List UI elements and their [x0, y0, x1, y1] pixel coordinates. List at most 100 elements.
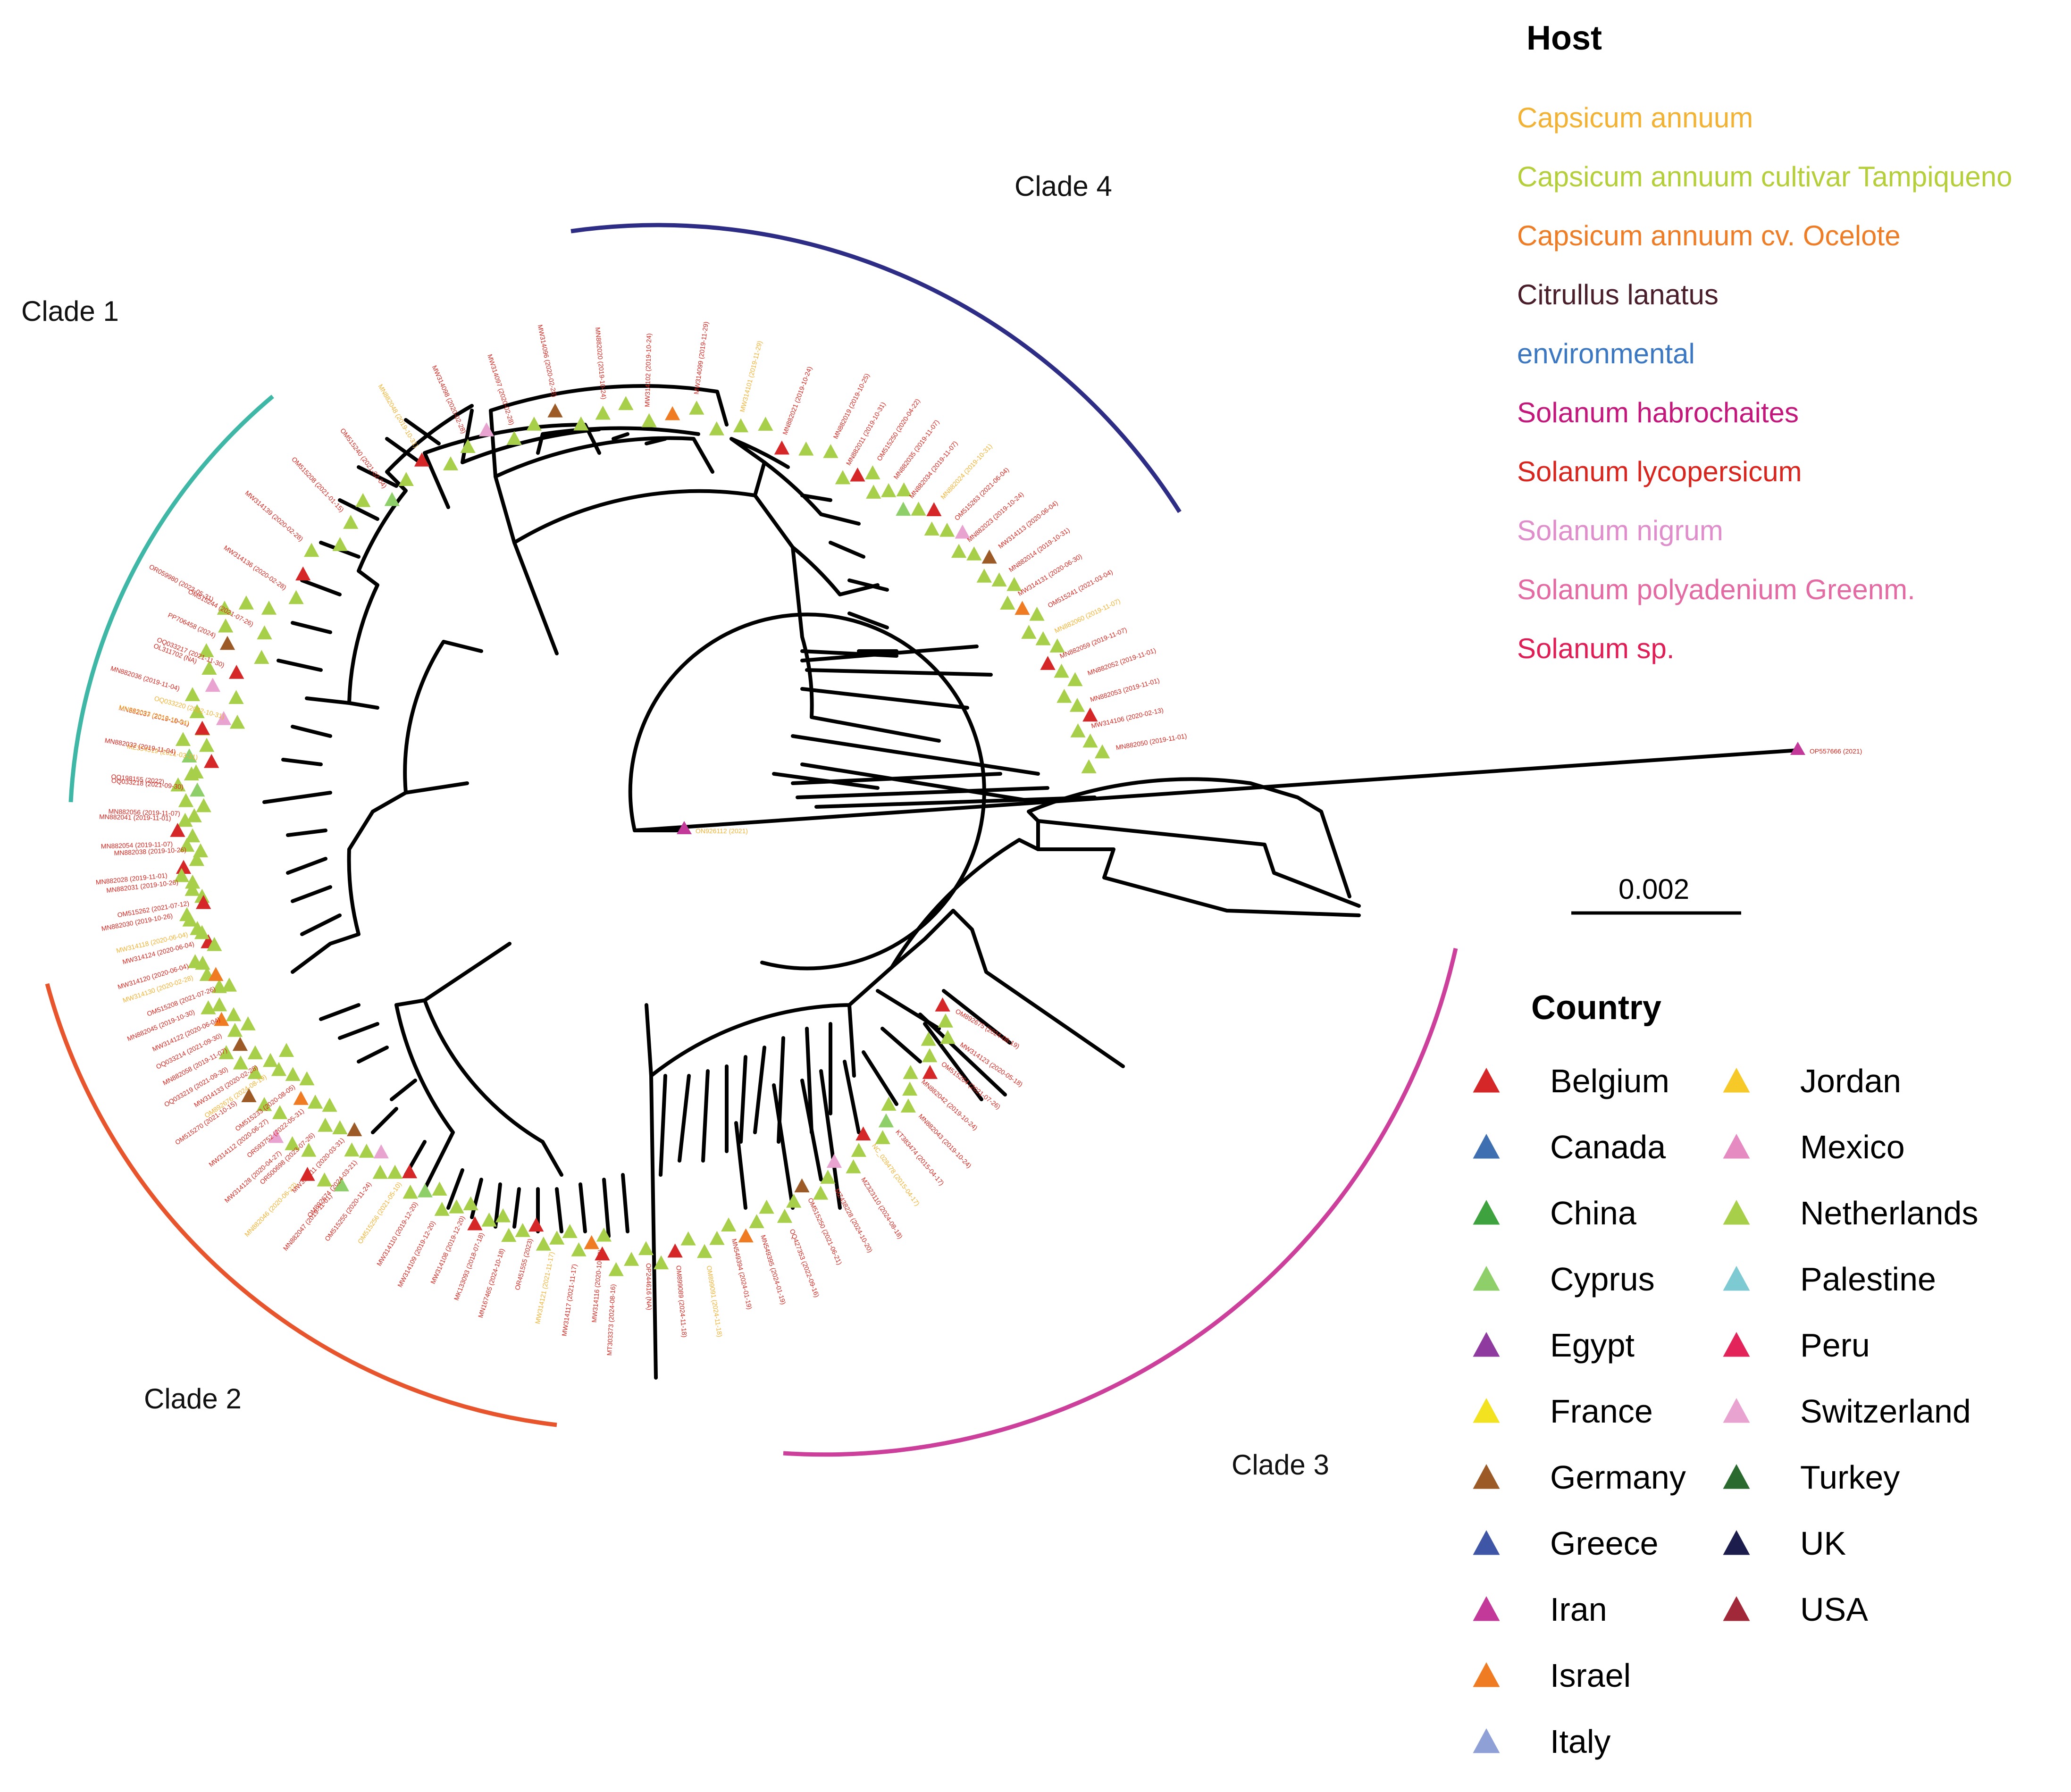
leaf-label: MN882060 (2019-11-07): [1053, 597, 1122, 635]
tip-marker: [1069, 698, 1085, 712]
tip-marker: [402, 1184, 418, 1199]
tip-marker: [1082, 733, 1098, 748]
leaf-label: OM515270 (2021-10-15): [174, 1099, 238, 1146]
tip-marker: [216, 711, 232, 725]
tip-marker: [467, 1216, 483, 1231]
leaf-label: MZ438228 (2024-10-20): [833, 1187, 874, 1254]
tip-marker: [922, 1065, 938, 1079]
tip-marker: [233, 1055, 249, 1070]
tip-marker: [346, 1122, 362, 1137]
country-legend-item: France: [1473, 1393, 1653, 1430]
tip-marker: [199, 643, 214, 657]
host-legend-item: Citrullus lanatus: [1517, 279, 1719, 310]
leaf-label: MN882059 (2019-11-07): [1058, 626, 1128, 660]
tip-marker: [846, 1159, 861, 1173]
tip-marker: [940, 1030, 956, 1044]
host-legend-item: Capsicum annuum cv. Ocelote: [1517, 220, 1901, 251]
tip-marker: [288, 590, 304, 604]
tip-marker: [299, 1071, 315, 1086]
tip-marker: [227, 1022, 243, 1037]
leaf-label: MW314101 (2019-11-29): [738, 340, 763, 413]
country-legend-item: Palestine: [1723, 1261, 1936, 1298]
country-legend-item: Switzerland: [1723, 1393, 1971, 1430]
tip-marker: [664, 406, 680, 420]
tip-marker: [194, 925, 210, 939]
tip-marker: [254, 650, 269, 664]
tip-markers: [170, 396, 1110, 1276]
country-legend-label: Egypt: [1550, 1327, 1635, 1364]
tip-marker: [170, 823, 185, 837]
tip-marker: [184, 882, 200, 896]
country-legend-label: France: [1550, 1393, 1653, 1430]
country-legend-title: Country: [1531, 989, 1661, 1027]
tip-marker: [177, 812, 193, 827]
tip-marker: [976, 568, 992, 583]
leaf-label: MW314117 (2021-11-17): [560, 1264, 578, 1337]
tip-marker: [221, 977, 237, 992]
tip-marker: [689, 400, 704, 415]
tip-marker: [184, 687, 201, 701]
tip-marker: [850, 467, 865, 482]
clade-1-arc: [68, 394, 274, 803]
tip-marker: [562, 1224, 578, 1238]
tip-marker: [232, 1037, 248, 1051]
tip-marker: [1082, 707, 1098, 722]
country-legend-label: Canada: [1550, 1129, 1666, 1165]
leaf-label: MW314136 (2020-02-28): [222, 544, 287, 591]
tip-marker: [653, 1255, 669, 1270]
country-marker: [1473, 1068, 1500, 1093]
tip-marker: [595, 1246, 610, 1261]
tip-marker: [460, 439, 476, 453]
host-legend-item: Capsicum annuum cultivar Tampiqueno: [1517, 161, 2012, 193]
tip-marker: [195, 955, 210, 970]
tip-marker: [1056, 688, 1072, 703]
clade4-stem: [512, 489, 795, 655]
tip-marker: [881, 483, 897, 497]
clade2-inner: [319, 1003, 455, 1177]
host-legend-item: Solanum nigrum: [1517, 515, 1723, 546]
clade4-right: [729, 437, 898, 653]
tip-marker: [1006, 577, 1022, 591]
country-legend-label: Mexico: [1800, 1129, 1905, 1165]
tip-marker: [188, 764, 204, 779]
root-tip-label: ON926112 (2021): [696, 827, 748, 835]
tip-marker: [205, 678, 220, 692]
country-legend-item: Turkey: [1723, 1459, 1900, 1496]
leaf-label: OQ033214 (2021-09-30): [155, 1031, 223, 1071]
host-legend-title: Host: [1526, 19, 1602, 57]
country-marker: [1473, 1662, 1500, 1687]
country-legend-label: UK: [1800, 1525, 1846, 1562]
tip-marker: [170, 777, 186, 792]
country-legend-label: Palestine: [1800, 1261, 1936, 1298]
tip-marker: [1081, 759, 1097, 773]
leaf-label: MT303373 (2024-08-16): [605, 1284, 617, 1356]
tip-marker: [1040, 656, 1056, 670]
clade3-top: [1027, 777, 1351, 898]
country-marker: [1723, 1398, 1750, 1423]
tip-marker: [900, 1098, 916, 1113]
tip-marker: [596, 1227, 612, 1242]
leaf-label: MN882053 (2019-11-01): [1089, 677, 1160, 703]
tip-marker: [911, 502, 926, 516]
tip-marker: [272, 1105, 288, 1119]
clade4-bottom: [772, 772, 1097, 809]
tip-marker: [443, 456, 459, 470]
host-legend-item: Solanum polyadenium Greenm.: [1517, 574, 1915, 605]
tip-marker: [926, 502, 942, 516]
tip-marker: [373, 1144, 389, 1159]
tip-marker: [798, 441, 814, 456]
leaf-label: MW314099 (2019-11-29): [692, 321, 710, 394]
leaf-label: MN882041 (2019-11-01): [99, 813, 171, 822]
tip-marker: [229, 714, 245, 729]
country-legend-item: China: [1473, 1195, 1636, 1231]
leaf-label: MW314106 (2020-02-13): [1090, 706, 1164, 729]
tip-marker: [238, 595, 254, 610]
clade4-crown: [461, 409, 700, 464]
tip-marker: [359, 1143, 374, 1158]
tip-marker: [618, 396, 634, 410]
tip-marker: [835, 470, 851, 485]
leaf-label: OM515208 (2021-01-15): [290, 455, 345, 513]
tip-marker: [417, 1183, 433, 1197]
tip-marker: [820, 1170, 836, 1184]
tip-marker: [241, 1088, 257, 1103]
